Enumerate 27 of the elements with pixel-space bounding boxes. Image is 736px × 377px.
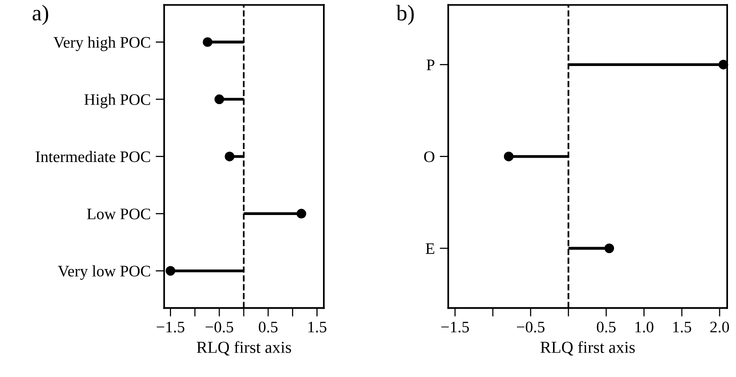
y-tick-label: Low POC — [87, 208, 150, 220]
point — [224, 152, 234, 162]
point — [296, 208, 306, 219]
x-tick-label: 0.5 — [258, 322, 278, 333]
y-tick-label: Very low POC — [58, 265, 150, 280]
y-tick-label: High POC — [84, 94, 150, 108]
x-tick-label: 0.5 — [596, 322, 616, 333]
y-tick-label: O — [424, 151, 434, 162]
y-tick-label: Very high POC — [54, 36, 150, 52]
y-tick-label: P — [426, 60, 434, 70]
x-tick-label: 1.5 — [673, 322, 692, 333]
chart-title: b) — [396, 4, 414, 26]
x-tick-label: −1.5 — [441, 322, 469, 333]
point — [214, 94, 224, 104]
x-tick-label: 1.0 — [635, 322, 654, 333]
x-axis-title: RLQ first axis — [196, 341, 292, 356]
x-tick-label: 2.0 — [710, 322, 729, 333]
point — [202, 37, 212, 47]
x-tick-label: 1.5 — [308, 322, 326, 333]
y-tick-label: E — [426, 243, 434, 254]
x-tick-label: −0.5 — [516, 322, 544, 333]
chart-title: a) — [32, 4, 48, 26]
x-tick-label: −0.5 — [206, 322, 234, 333]
x-axis-title: RLQ first axis — [540, 341, 635, 356]
y-tick-label: Intermediate POC — [36, 150, 150, 162]
x-tick-label: −1.5 — [156, 322, 184, 333]
point — [166, 266, 176, 276]
